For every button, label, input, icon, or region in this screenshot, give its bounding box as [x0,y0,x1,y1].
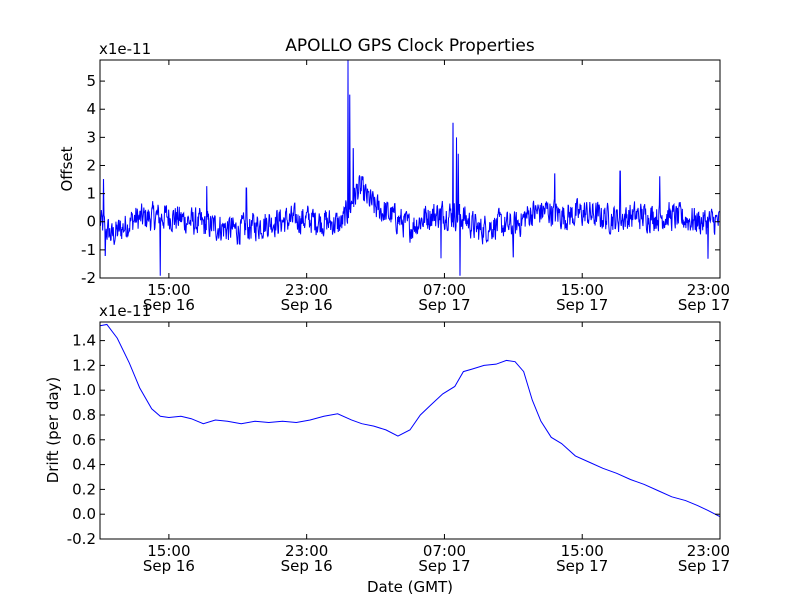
offset-axes-frame [99,59,721,279]
drift-ytick-label: -0.2 [67,530,96,548]
offset-ytick-label: 2 [86,156,96,174]
offset-ytick-label: 4 [86,100,96,118]
drift-xtick-label-date: Sep 17 [556,557,608,575]
offset-xtick-label-date: Sep 17 [556,296,608,314]
offset-xtick-label-time: 15:00 [561,281,604,299]
drift-xtick-label-time: 07:00 [423,542,466,560]
offset-ytick-label: 5 [86,72,96,90]
offset-y-multiplier: x1e-11 [99,40,151,58]
offset-xtick-label-time: 23:00 [687,281,730,299]
drift-xtick-label-date: Sep 17 [418,557,470,575]
drift-ytick-label: 1.0 [72,381,96,399]
offset-series-line [100,60,720,276]
drift-axes-frame [99,321,721,540]
drift-panel: x1e-11 Drift (per day) -0.2 0.0 0.2 0.4 0.6 0… [44,302,730,575]
offset-xtick-label-time: 07:00 [423,281,466,299]
offset-ytick-label: 3 [86,128,96,146]
drift-ytick-label: 1.4 [72,332,96,350]
drift-ytick-label: 0.8 [72,406,96,424]
drift-y-multiplier: x1e-11 [99,302,151,320]
offset-ytick-label: 0 [86,213,96,231]
x-axis-label: Date (GMT) [367,578,453,596]
drift-y-axis-label: Drift (per day) [44,377,62,484]
offset-xtick-label-date: Sep 16 [143,296,195,314]
offset-xtick-label-time: 15:00 [147,281,190,299]
drift-ytick-label: 0.6 [72,431,96,449]
drift-xtick-label-time: 15:00 [561,542,604,560]
drift-xtick-label-date: Sep 16 [281,557,333,575]
drift-xtick-label-date: Sep 16 [143,557,195,575]
chart-title: APOLLO GPS Clock Properties [285,36,535,56]
drift-xtick-label-time: 15:00 [147,542,190,560]
offset-xtick-label-date: Sep 17 [678,296,730,314]
drift-xtick-label-date: Sep 17 [678,557,730,575]
offset-ytick-label: 1 [86,185,96,203]
offset-y-axis-label: Offset [58,146,76,191]
drift-xtick-label-time: 23:00 [687,542,730,560]
offset-xtick-label-date: Sep 16 [281,296,333,314]
offset-ytick-label: -2 [81,269,96,287]
drift-xtick-label-time: 23:00 [285,542,328,560]
drift-ytick-label: 0.4 [72,456,96,474]
drift-ytick-label: 1.2 [72,356,96,374]
drift-ytick-label: 0.2 [72,480,96,498]
offset-xtick-label-date: Sep 17 [418,296,470,314]
drift-ytick-label: 0.0 [72,505,96,523]
offset-ytick-label: -1 [81,241,96,259]
drift-series-line [100,323,720,518]
offset-xtick-label-time: 23:00 [285,281,328,299]
